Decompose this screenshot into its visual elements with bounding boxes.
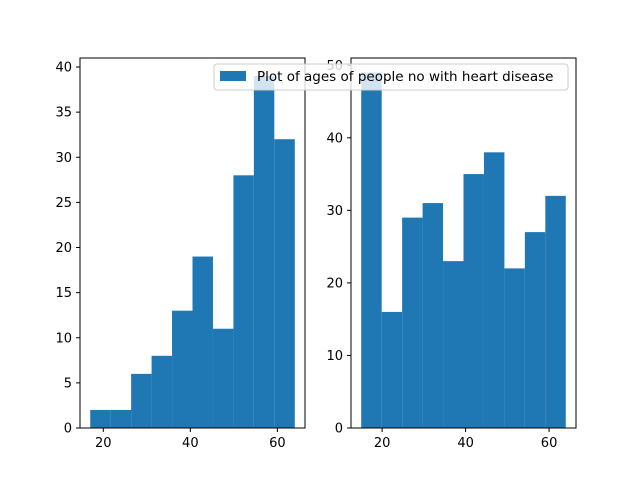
right-histogram-bar	[381, 311, 403, 428]
left-axes-frame	[79, 57, 306, 429]
right-x-tick-label: 40	[457, 436, 474, 451]
right-histogram-bar	[545, 195, 566, 428]
left-y-tick-label: 20	[55, 241, 72, 256]
left-x-ticks: 20 40 60	[95, 428, 286, 451]
right-histogram-bar	[524, 232, 546, 428]
left-x-tick-label: 40	[182, 436, 199, 451]
left-y-tick-label: 25	[55, 196, 72, 211]
legend-box	[213, 63, 569, 91]
left-histogram-bar	[212, 328, 234, 428]
left-y-tick-label: 5	[64, 376, 72, 391]
right-histogram-bar	[402, 217, 423, 428]
left-y-tick-label: 10	[55, 331, 72, 346]
legend-swatch	[220, 71, 246, 81]
left-histogram-bar	[131, 373, 152, 428]
right-histogram-bar	[504, 268, 525, 428]
right-y-tick-label: 30	[326, 204, 343, 219]
right-axes-frame	[350, 57, 577, 429]
right-y-tick-label: 40	[326, 131, 343, 146]
left-y-tick-label: 35	[55, 106, 72, 121]
left-y-tick-label: 0	[64, 422, 72, 437]
left-x-tick-label: 60	[269, 436, 286, 451]
right-x-tick-label: 20	[374, 436, 391, 451]
legend-label: Plot of ages of people no with heart dis…	[257, 69, 553, 85]
right-x-ticks: 20 40 60	[374, 428, 558, 451]
left-histogram-bar	[90, 409, 111, 428]
right-histogram-bar	[422, 203, 444, 428]
right-y-tick-label: 10	[326, 349, 343, 364]
left-histogram: 20 40 60 0 5 10 15 20 25 30 35 40	[55, 57, 306, 451]
left-histogram-bar	[172, 310, 193, 428]
left-histogram-bar	[151, 355, 173, 428]
left-y-tick-label: 40	[55, 61, 72, 76]
right-histogram-bars	[361, 72, 566, 429]
right-histogram-bar	[463, 174, 484, 428]
left-histogram-bars	[90, 76, 295, 429]
left-x-tick-label: 20	[95, 436, 112, 451]
right-x-tick-label: 60	[541, 436, 558, 451]
left-histogram-bar	[253, 76, 275, 429]
legend: Plot of ages of people no with heart dis…	[213, 63, 569, 91]
left-histogram-bar	[110, 409, 132, 428]
right-histogram-bar	[483, 152, 505, 428]
right-histogram-bar	[361, 72, 382, 429]
left-y-tick-label: 30	[55, 151, 72, 166]
left-histogram-bar	[192, 256, 213, 428]
left-histogram-bar	[233, 175, 254, 428]
left-y-ticks: 0 5 10 15 20 25 30 35 40	[55, 61, 80, 437]
right-histogram-bar	[443, 261, 464, 428]
right-y-tick-label: 0	[335, 422, 343, 437]
left-histogram-bar	[274, 139, 295, 428]
left-y-tick-label: 15	[55, 286, 72, 301]
right-y-tick-label: 20	[326, 276, 343, 291]
